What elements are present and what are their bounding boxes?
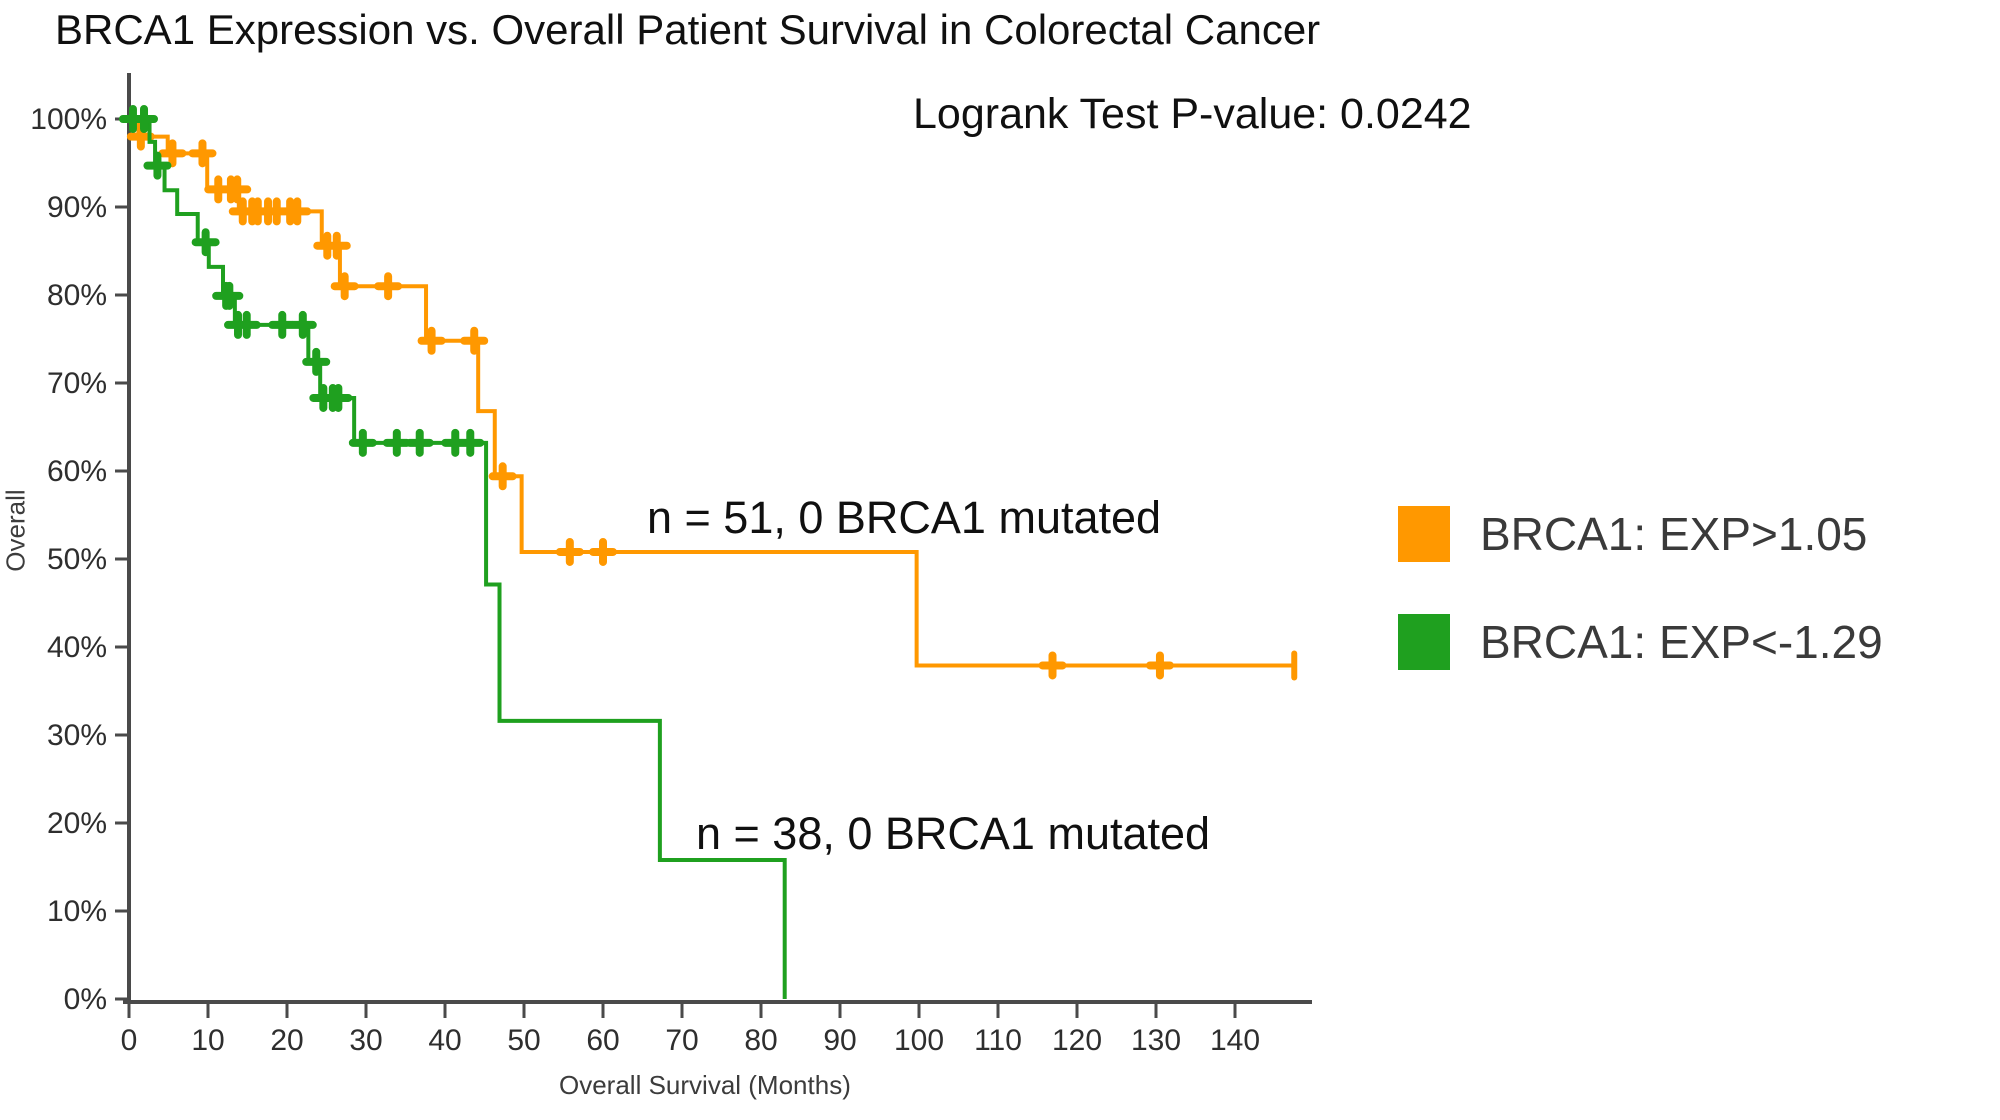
svg-text:40: 40 bbox=[428, 1024, 461, 1057]
svg-text:110: 110 bbox=[974, 1024, 1022, 1057]
svg-text:90%: 90% bbox=[47, 191, 107, 224]
svg-text:120: 120 bbox=[1052, 1024, 1102, 1057]
km-curve-green bbox=[129, 117, 787, 999]
svg-text:130: 130 bbox=[1131, 1024, 1181, 1057]
km-curve-orange bbox=[129, 117, 1295, 668]
svg-text:80%: 80% bbox=[47, 279, 107, 312]
y-axis-title: Overall bbox=[0, 489, 31, 572]
svg-text:10%: 10% bbox=[47, 895, 107, 928]
svg-text:100%: 100% bbox=[30, 103, 107, 136]
legend-label-exp-low: BRCA1: EXP<-1.29 bbox=[1480, 616, 1883, 668]
svg-text:30: 30 bbox=[349, 1024, 382, 1057]
svg-text:50: 50 bbox=[507, 1024, 540, 1057]
legend-item-exp-high: BRCA1: EXP>1.05 bbox=[1398, 506, 1867, 562]
svg-text:20: 20 bbox=[270, 1024, 303, 1057]
svg-text:10: 10 bbox=[191, 1024, 224, 1057]
censor-marks-green bbox=[118, 105, 485, 457]
svg-text:0%: 0% bbox=[64, 983, 107, 1016]
svg-text:50%: 50% bbox=[47, 543, 107, 576]
svg-text:60%: 60% bbox=[47, 455, 107, 488]
logrank-pvalue-text: Logrank Test P-value: 0.0242 bbox=[913, 90, 1472, 138]
svg-text:60: 60 bbox=[586, 1024, 619, 1057]
legend-swatch-green bbox=[1398, 614, 1450, 670]
annotation-n38: n = 38, 0 BRCA1 mutated bbox=[696, 808, 1211, 859]
svg-text:40%: 40% bbox=[47, 631, 107, 664]
legend-item-exp-low: BRCA1: EXP<-1.29 bbox=[1398, 614, 1883, 670]
svg-text:140: 140 bbox=[1210, 1024, 1260, 1057]
svg-text:90: 90 bbox=[823, 1024, 856, 1057]
svg-text:70%: 70% bbox=[47, 367, 107, 400]
legend-label-exp-high: BRCA1: EXP>1.05 bbox=[1480, 508, 1868, 560]
legend-swatch-orange bbox=[1398, 506, 1450, 562]
svg-text:100: 100 bbox=[894, 1024, 944, 1057]
svg-text:20%: 20% bbox=[47, 807, 107, 840]
svg-text:80: 80 bbox=[744, 1024, 777, 1057]
svg-text:30%: 30% bbox=[47, 719, 107, 752]
chart-title: BRCA1 Expression vs. Overall Patient Sur… bbox=[55, 6, 1321, 53]
svg-text:70: 70 bbox=[665, 1024, 698, 1057]
svg-text:0: 0 bbox=[121, 1024, 138, 1057]
annotation-n51: n = 51, 0 BRCA1 mutated bbox=[647, 492, 1162, 543]
censor-marks-orange bbox=[126, 122, 1174, 680]
x-axis-title: Overall Survival (Months) bbox=[559, 1070, 851, 1100]
